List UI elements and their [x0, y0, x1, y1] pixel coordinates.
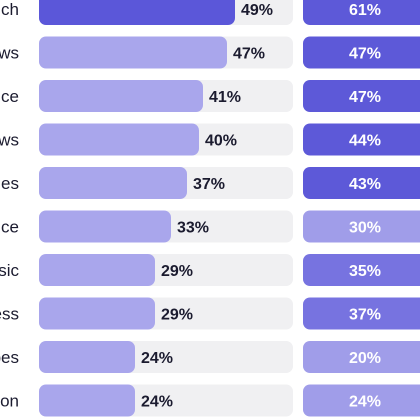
category-label: sic [0, 261, 19, 280]
value-label-series-1: 49% [241, 2, 273, 19]
value-label-series-1: 24% [141, 350, 173, 367]
bar-series-1 [39, 210, 171, 243]
category-label: on [0, 392, 19, 411]
bar-series-2 [303, 210, 420, 243]
bar-series-2 [303, 167, 420, 199]
bar-series-1 [39, 341, 135, 373]
category-label: pes [0, 348, 19, 367]
category-label: ws [0, 44, 19, 63]
bar-series-1 [39, 0, 235, 25]
bar-series-1 [39, 123, 199, 156]
bar-series-2 [303, 80, 420, 112]
bar-series-2 [303, 297, 420, 330]
category-label: ies [0, 174, 19, 193]
bar-series-1 [39, 80, 203, 112]
value-label-series-1: 41% [209, 89, 241, 106]
value-label-series-2: 30% [349, 220, 381, 237]
bar-series-2 [303, 341, 420, 373]
value-label-series-1: 37% [193, 176, 225, 193]
bar-series-1 [39, 384, 135, 417]
value-label-series-2: 61% [349, 2, 381, 19]
value-label-series-2: 20% [349, 350, 381, 367]
value-label-series-2: 35% [349, 263, 381, 280]
value-label-series-2: 47% [349, 89, 381, 106]
bar-series-2 [303, 254, 420, 286]
category-label: nce [0, 87, 19, 106]
value-label-series-1: 29% [161, 307, 193, 324]
value-label-series-1: 33% [177, 220, 209, 237]
bar-series-1 [39, 254, 155, 286]
category-label: ws [0, 131, 19, 150]
value-label-series-1: 24% [141, 394, 173, 411]
value-label-series-2: 47% [349, 46, 381, 63]
category-label: ch [1, 0, 19, 19]
value-label-series-2: 44% [349, 133, 381, 150]
value-label-series-1: 47% [233, 46, 265, 63]
bar-series-2 [303, 36, 420, 69]
value-label-series-2: 43% [349, 176, 381, 193]
bar-series-1 [39, 36, 227, 69]
bar-series-1 [39, 167, 187, 199]
category-label: ess [0, 305, 19, 324]
value-label-series-2: 37% [349, 307, 381, 324]
category-label: ice [0, 218, 19, 237]
value-label-series-2: 24% [349, 394, 381, 411]
value-label-series-1: 29% [161, 263, 193, 280]
bar-series-2 [303, 123, 420, 156]
bar-series-2 [303, 384, 420, 417]
bar-series-1 [39, 297, 155, 330]
bar-series-2 [303, 0, 420, 25]
value-label-series-1: 40% [205, 133, 237, 150]
